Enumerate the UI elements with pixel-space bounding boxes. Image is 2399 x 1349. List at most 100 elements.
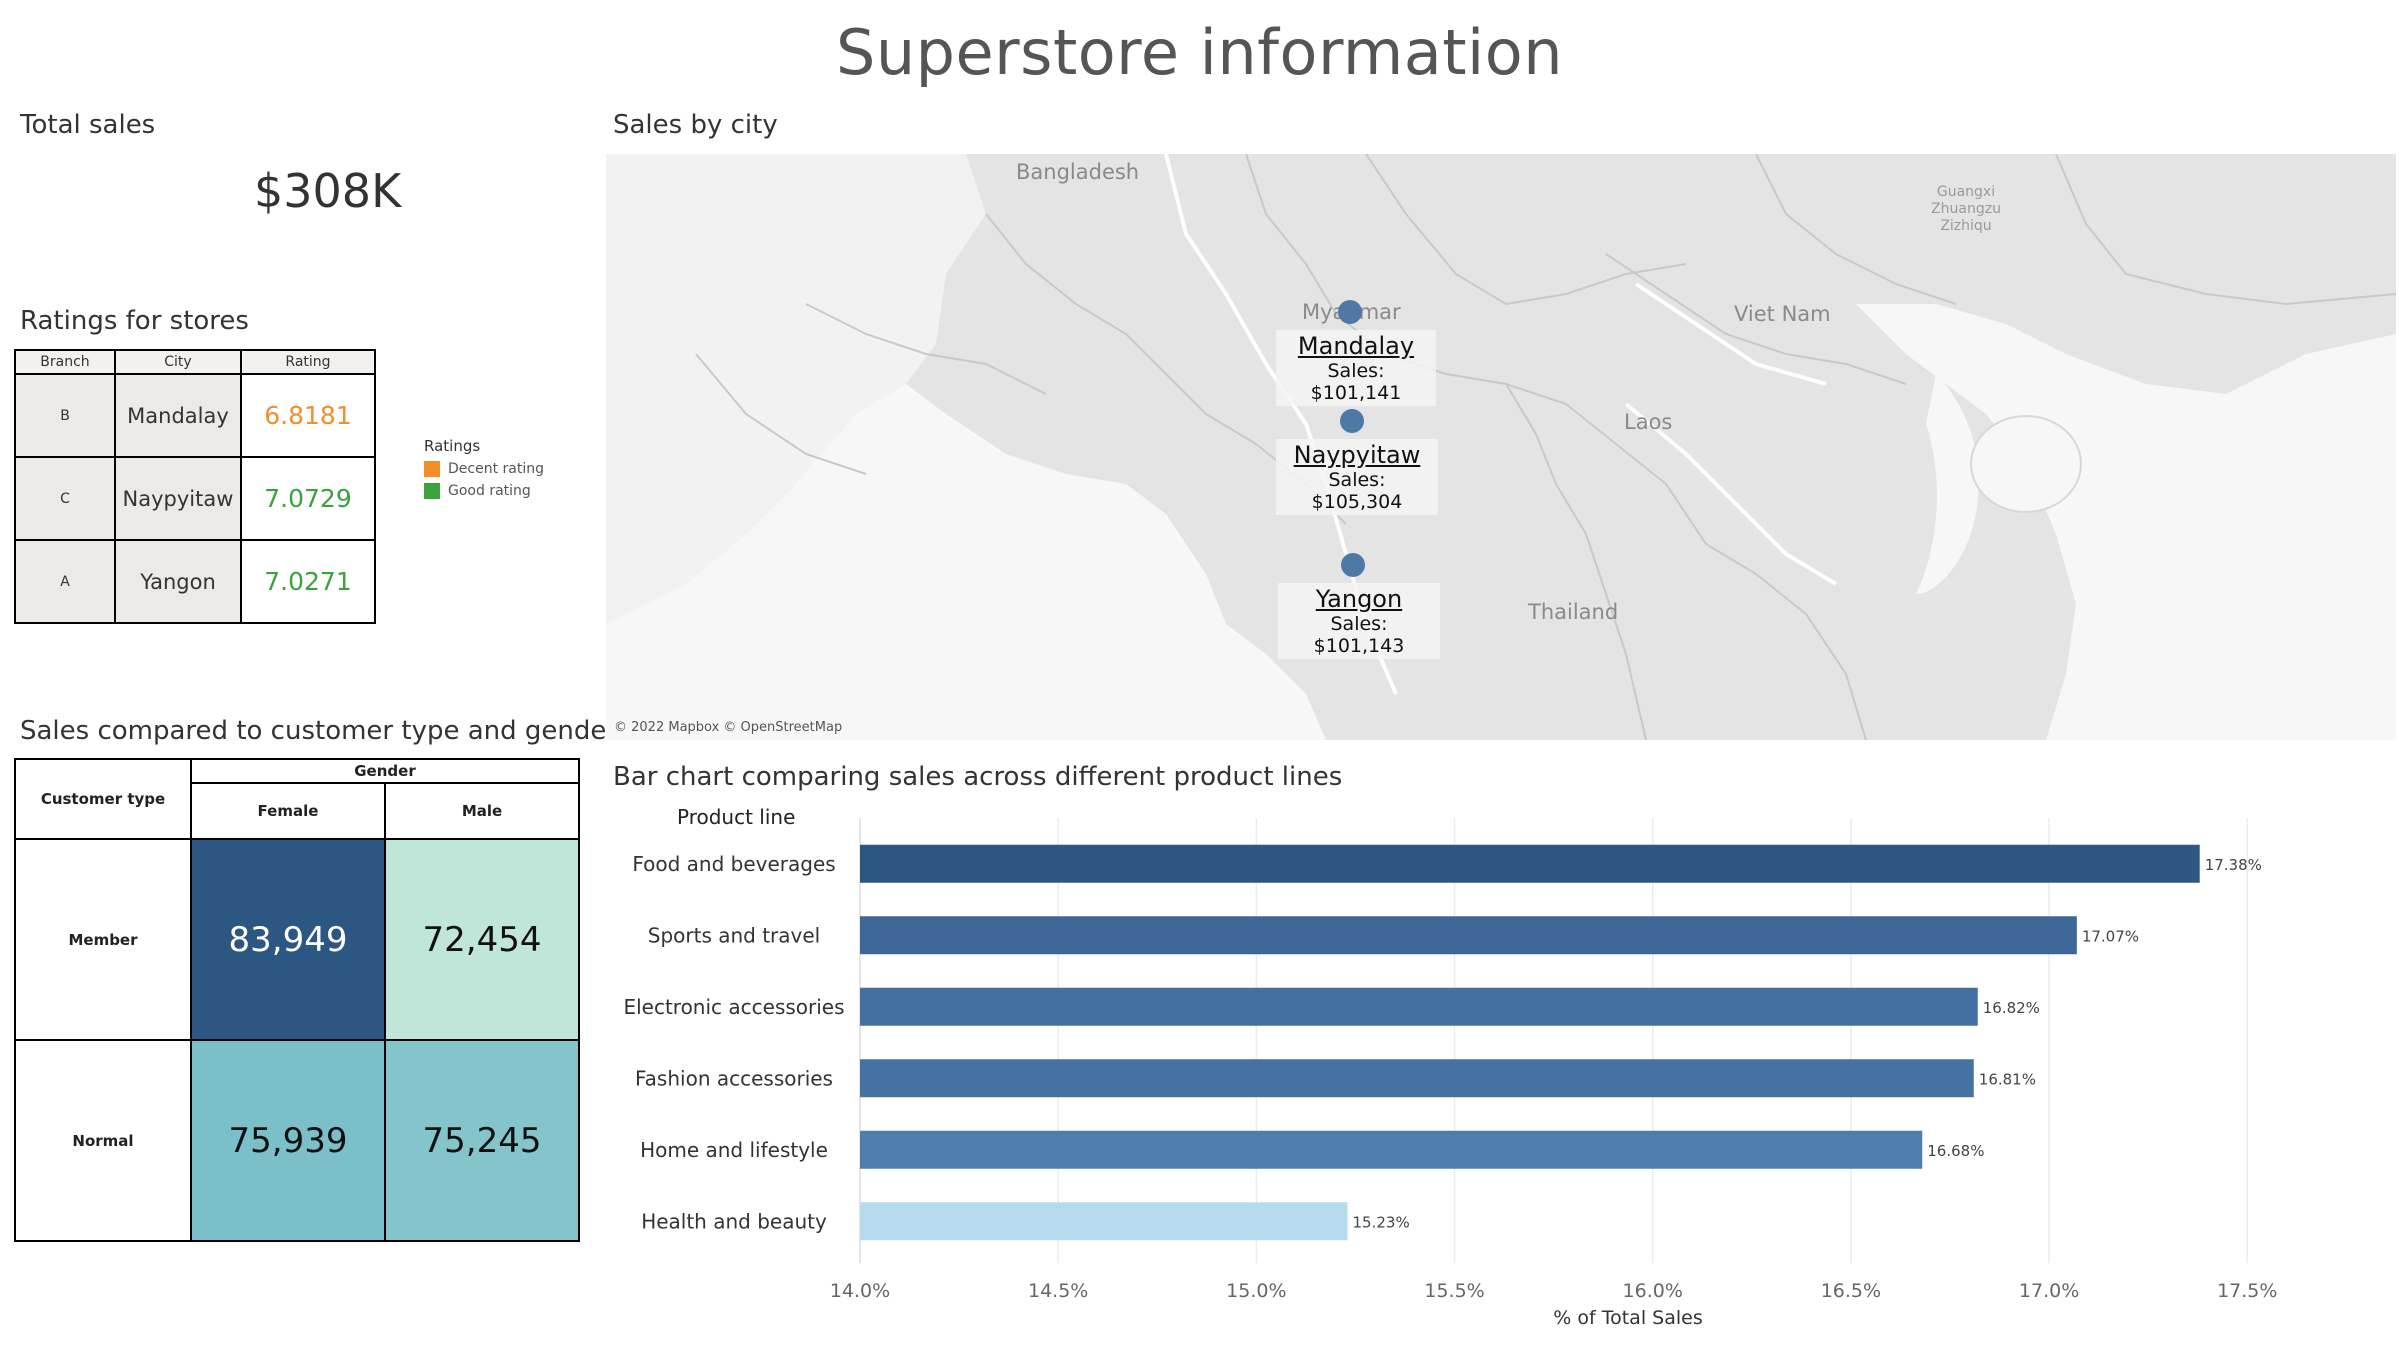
legend-title: Ratings	[424, 437, 481, 455]
data-label: 15.23%	[1353, 1213, 1410, 1231]
city-sales: Sales: $101,141	[1310, 360, 1402, 404]
city-cell: Yangon	[114, 539, 242, 624]
rating-cell: 7.0271	[240, 539, 376, 624]
ratings-header-branch[interactable]: Branch	[14, 349, 116, 375]
x-tick-label: 16.5%	[1821, 1280, 1881, 1302]
category-label: Home and lifestyle	[640, 1138, 828, 1162]
x-tick-label: 17.5%	[2217, 1280, 2277, 1302]
category-label: Sports and travel	[648, 923, 820, 947]
bar[interactable]	[860, 1059, 1974, 1098]
map-attribution[interactable]: © 2022 Mapbox © OpenStreetMap	[614, 720, 843, 735]
bar-chart: Food and beverages Sports and travel Elect…	[623, 818, 2278, 1329]
x-tick-label: 14.0%	[830, 1280, 890, 1302]
bar[interactable]	[860, 1202, 1348, 1241]
place-label-vietnam: Viet Nam	[1734, 302, 1831, 326]
city-name: Naypyitaw	[1293, 441, 1421, 469]
city-label-naypyitaw[interactable]: Naypyitaw Sales: $105,304	[1276, 439, 1438, 515]
table-row[interactable]: Member 83,949 72,454	[14, 838, 580, 1041]
rating-cell: 7.0729	[240, 456, 376, 541]
data-label: 17.38%	[2205, 856, 2262, 874]
map-background	[606, 154, 2396, 740]
crosstab-title: Sales compared to customer type and gend…	[20, 716, 618, 746]
x-tick-label: 16.0%	[1623, 1280, 1683, 1302]
city-marker-naypyitaw[interactable]	[1340, 409, 1364, 433]
value-cell[interactable]: 83,949	[190, 838, 386, 1041]
city-marker-mandalay[interactable]	[1338, 300, 1362, 324]
category-labels: Food and beverages Sports and travel Elect…	[623, 852, 844, 1234]
bar[interactable]	[860, 1130, 1923, 1169]
grid-layer	[859, 818, 2249, 1263]
branch-cell: C	[14, 456, 116, 541]
x-tick-label: 15.0%	[1226, 1280, 1286, 1302]
city-cell: Mandalay	[114, 373, 242, 458]
legend-item-good[interactable]: Good rating	[424, 483, 544, 499]
bar[interactable]	[860, 844, 2200, 883]
bar[interactable]	[860, 916, 2077, 955]
kpi-title: Total sales	[20, 110, 156, 140]
bar-chart-title: Bar chart comparing sales across differe…	[613, 762, 1343, 792]
place-label-laos: Laos	[1624, 410, 1673, 434]
legend-label: Decent rating	[448, 461, 544, 477]
x-tick-label: 15.5%	[1424, 1280, 1484, 1302]
table-row[interactable]: A Yangon 7.0271	[14, 539, 376, 624]
bars-layer	[860, 844, 2200, 1241]
legend-item-decent[interactable]: Decent rating	[424, 461, 544, 477]
city-cell: Naypyitaw	[114, 456, 242, 541]
ratings-header-city[interactable]: City	[114, 349, 242, 375]
ratings-header-rating[interactable]: Rating	[240, 349, 376, 375]
category-label: Electronic accessories	[623, 995, 844, 1019]
value-cell[interactable]: 75,939	[190, 1039, 386, 1242]
ratings-title: Ratings for stores	[20, 306, 249, 336]
data-label: 17.07%	[2082, 927, 2139, 945]
category-label: Fashion accessories	[635, 1066, 833, 1090]
place-label-guangxi: Guangxi Zhuangzu Zizhiqu	[1906, 184, 2026, 235]
place-label-bangladesh: Bangladesh	[1016, 160, 1140, 184]
row-header-member: Member	[14, 838, 192, 1041]
place-label-line: Zhuangzu	[1931, 201, 2001, 217]
x-tick-label: 14.5%	[1028, 1280, 1088, 1302]
city-sales: Sales: $105,304	[1311, 469, 1403, 513]
crosstab-table: Customer type Gender Female Male Member …	[14, 758, 580, 1242]
data-label: 16.68%	[1927, 1142, 1984, 1160]
kpi-value: $308K	[254, 164, 402, 218]
place-label-thailand: Thailand	[1528, 600, 1619, 624]
legend-swatch	[424, 461, 440, 477]
sales-map[interactable]: Bangladesh Myanmar Viet Nam Laos Thailan…	[606, 154, 2396, 740]
row-header-normal: Normal	[14, 1039, 192, 1242]
legend-swatch	[424, 483, 440, 499]
category-label: Food and beverages	[632, 852, 835, 876]
column-header-female[interactable]: Female	[190, 782, 386, 840]
ratings-legend[interactable]: Ratings Decent rating Good rating	[424, 437, 544, 499]
data-label: 16.81%	[1979, 1070, 2036, 1088]
customer-type-header[interactable]: Customer type	[14, 758, 192, 840]
place-label-line: Guangxi	[1936, 184, 1996, 200]
column-header-male[interactable]: Male	[384, 782, 580, 840]
category-label: Health and beauty	[641, 1209, 827, 1233]
city-sales: Sales: $101,143	[1313, 613, 1405, 657]
branch-cell: B	[14, 373, 116, 458]
ratings-table: Branch City Rating B Mandalay 6.8181 C N…	[14, 349, 376, 624]
data-label: 16.82%	[1983, 999, 2040, 1017]
place-label-line: Zizhiqu	[1940, 218, 1992, 234]
city-name: Mandalay	[1297, 332, 1415, 360]
gender-header[interactable]: Gender	[190, 758, 580, 784]
city-label-mandalay[interactable]: Mandalay Sales: $101,141	[1276, 330, 1436, 406]
value-cell[interactable]: 72,454	[384, 838, 580, 1041]
table-row[interactable]: Normal 75,939 75,245	[14, 1039, 580, 1242]
legend-label: Good rating	[448, 483, 531, 499]
table-row[interactable]: C Naypyitaw 7.0729	[14, 456, 376, 541]
table-row[interactable]: B Mandalay 6.8181	[14, 373, 376, 458]
branch-cell: A	[14, 539, 116, 624]
value-cell[interactable]: 75,245	[384, 1039, 580, 1242]
bar[interactable]	[860, 987, 1978, 1026]
city-label-yangon[interactable]: Yangon Sales: $101,143	[1278, 583, 1440, 659]
data-labels: 17.38% 17.07% 16.82% 16.81% 16.68% 15.23%	[1353, 856, 2262, 1232]
rating-cell: 6.8181	[240, 373, 376, 458]
category-header: Product line	[677, 805, 796, 829]
x-tick-label: 17.0%	[2019, 1280, 2079, 1302]
x-tick-labels: 14.0% 14.5% 15.0% 15.5% 16.0% 16.5% 17.0% 17.5%	[830, 1280, 2278, 1302]
x-axis-label: % of Total Sales	[1553, 1307, 1702, 1329]
dashboard-title: Superstore information	[836, 16, 1563, 89]
city-marker-yangon[interactable]	[1341, 553, 1365, 577]
city-name: Yangon	[1315, 585, 1403, 613]
